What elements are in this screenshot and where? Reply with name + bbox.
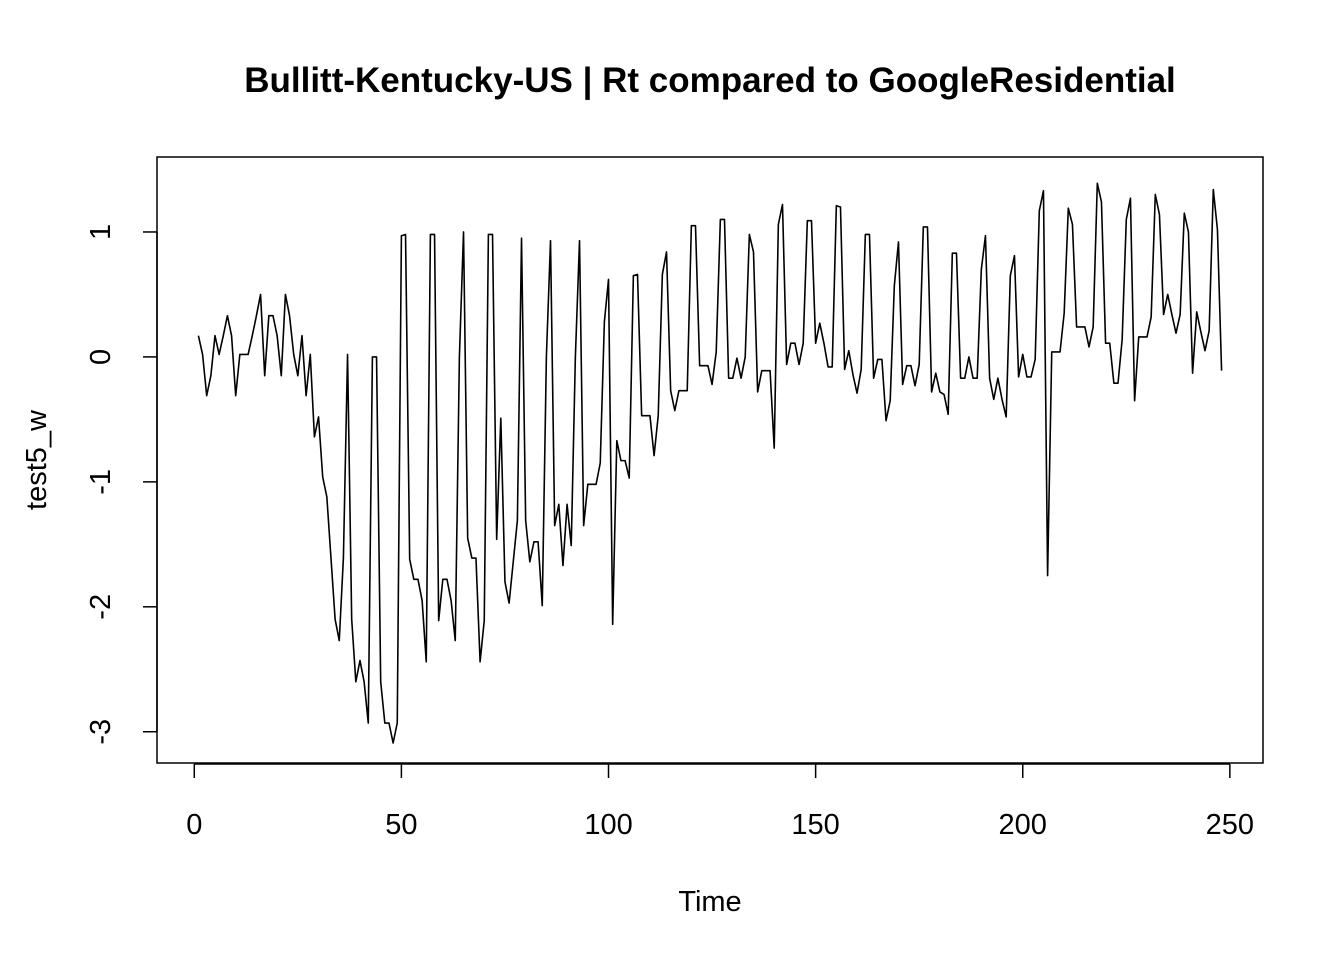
- x-tick-label: 150: [791, 809, 839, 841]
- y-tick-label: -2: [85, 594, 117, 620]
- x-axis: 0 50 100 150 200 250: [186, 763, 1254, 841]
- x-tick-label: 200: [999, 809, 1047, 841]
- x-tick-label: 250: [1206, 809, 1254, 841]
- x-tick-label: 50: [385, 809, 417, 841]
- y-tick-label: 0: [85, 349, 117, 365]
- y-axis: -3 -2 -1 0 1: [85, 224, 158, 745]
- series-line: [197, 182, 1223, 744]
- x-tick-label: 0: [186, 809, 202, 841]
- y-tick-label: -1: [85, 469, 117, 495]
- y-tick-label: -3: [85, 719, 117, 745]
- y-tick-label: 1: [85, 224, 117, 240]
- plot-frame: [156, 156, 1264, 764]
- y-axis-label: test5_w: [21, 409, 53, 510]
- chart-title: Bullitt-Kentucky-US | Rt compared to Goo…: [244, 61, 1176, 100]
- x-axis-label: Time: [678, 886, 741, 918]
- x-tick-label: 100: [584, 809, 632, 841]
